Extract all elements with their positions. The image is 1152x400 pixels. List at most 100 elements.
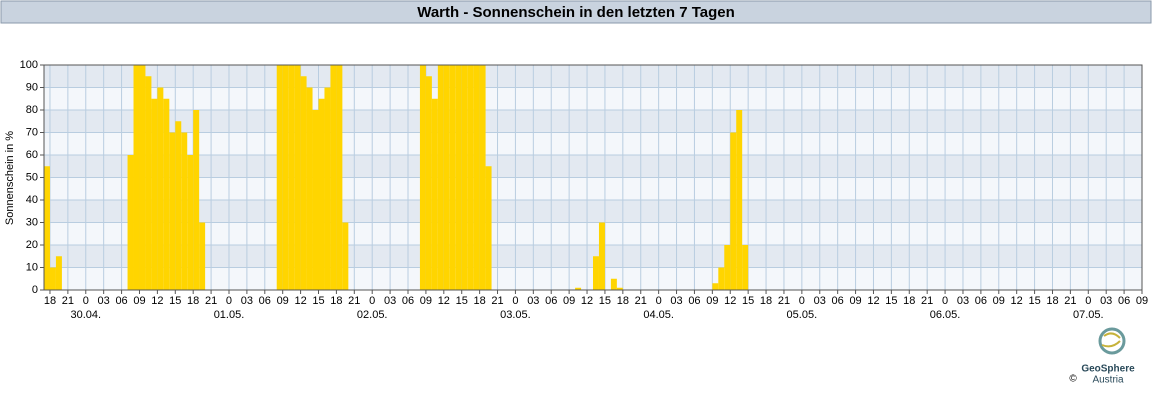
x-tick-label: 0 xyxy=(656,295,662,307)
x-tick-label: 12 xyxy=(294,295,306,307)
bar xyxy=(157,87,164,290)
bar xyxy=(288,65,295,290)
bar xyxy=(473,65,480,290)
x-tick-label: 15 xyxy=(1028,295,1040,307)
logo-name: GeoSphere xyxy=(1081,364,1135,375)
x-tick-label: 06 xyxy=(1118,295,1130,307)
bar xyxy=(306,87,313,290)
x-tick-label: 21 xyxy=(348,295,360,307)
bar xyxy=(712,283,719,290)
bar xyxy=(467,65,474,290)
x-tick-label: 06 xyxy=(259,295,271,307)
x-date-label: 02.05. xyxy=(357,309,388,321)
grid-band xyxy=(44,110,1142,133)
x-tick-label: 15 xyxy=(456,295,468,307)
x-tick-label: 03 xyxy=(957,295,969,307)
bar xyxy=(175,121,182,290)
bar xyxy=(598,222,605,290)
bar xyxy=(133,65,140,290)
bar xyxy=(169,132,176,290)
x-tick-label: 18 xyxy=(187,295,199,307)
x-tick-label: 12 xyxy=(1011,295,1023,307)
bar xyxy=(276,65,283,290)
x-tick-label: 03 xyxy=(1100,295,1112,307)
bar xyxy=(742,245,749,290)
x-tick-label: 09 xyxy=(420,295,432,307)
x-tick-label: 15 xyxy=(885,295,897,307)
x-tick-label: 21 xyxy=(491,295,503,307)
x-tick-label: 09 xyxy=(849,295,861,307)
x-tick-label: 0 xyxy=(1085,295,1091,307)
grid-band xyxy=(44,155,1142,178)
bar xyxy=(318,98,325,290)
x-tick-label: 09 xyxy=(1136,295,1148,307)
x-tick-label: 12 xyxy=(151,295,163,307)
bar xyxy=(294,65,301,290)
bar xyxy=(44,166,50,290)
grid-band xyxy=(44,65,1142,88)
x-tick-label: 09 xyxy=(277,295,289,307)
x-tick-label: 12 xyxy=(724,295,736,307)
x-tick-label: 18 xyxy=(1046,295,1058,307)
x-tick-label: 06 xyxy=(688,295,700,307)
bar xyxy=(437,65,444,290)
x-tick-label: 0 xyxy=(226,295,232,307)
x-tick-label: 12 xyxy=(438,295,450,307)
x-tick-label: 15 xyxy=(742,295,754,307)
x-tick-label: 09 xyxy=(706,295,718,307)
bar xyxy=(455,65,462,290)
bar xyxy=(49,267,56,290)
x-tick-label: 03 xyxy=(98,295,110,307)
x-tick-label: 12 xyxy=(867,295,879,307)
bar xyxy=(575,287,582,290)
bar xyxy=(312,110,319,290)
x-tick-label: 0 xyxy=(512,295,518,307)
x-date-label: 30.04. xyxy=(70,309,101,321)
x-tick-label: 18 xyxy=(903,295,915,307)
bar xyxy=(610,278,617,290)
x-tick-label: 15 xyxy=(312,295,324,307)
bar xyxy=(736,110,743,290)
x-tick-label: 06 xyxy=(975,295,987,307)
bar xyxy=(145,76,152,290)
bar xyxy=(342,222,349,290)
bar xyxy=(593,256,599,290)
bar xyxy=(724,245,731,290)
copyright: © xyxy=(1069,374,1077,385)
bar xyxy=(181,132,188,290)
x-tick-label: 03 xyxy=(814,295,826,307)
x-tick-label: 18 xyxy=(617,295,629,307)
bar xyxy=(151,98,158,290)
bar xyxy=(300,76,307,290)
logo-icon xyxy=(1098,327,1126,355)
y-tick-label: 90 xyxy=(26,81,38,93)
y-tick-label: 30 xyxy=(26,216,38,228)
x-tick-label: 21 xyxy=(635,295,647,307)
bar xyxy=(431,98,438,290)
x-tick-label: 03 xyxy=(527,295,539,307)
y-tick-label: 60 xyxy=(26,149,38,161)
bar xyxy=(425,76,432,290)
bar xyxy=(419,65,426,290)
title-bar xyxy=(0,0,1152,24)
bar xyxy=(449,65,456,290)
x-date-label: 03.05. xyxy=(500,309,531,321)
bar xyxy=(485,166,492,290)
x-tick-label: 09 xyxy=(993,295,1005,307)
y-tick-label: 10 xyxy=(26,261,38,273)
x-tick-label: 21 xyxy=(205,295,217,307)
x-tick-label: 06 xyxy=(115,295,127,307)
y-tick-label: 100 xyxy=(20,59,38,71)
chart-title: Warth - Sonnenschein in den letzten 7 Ta… xyxy=(417,4,735,21)
x-tick-label: 15 xyxy=(169,295,181,307)
y-tick-label: 70 xyxy=(26,126,38,138)
bar xyxy=(193,110,200,290)
x-tick-label: 21 xyxy=(62,295,74,307)
x-tick-label: 03 xyxy=(241,295,253,307)
bar xyxy=(336,65,343,290)
logo-icon-detail xyxy=(1101,332,1121,348)
bar xyxy=(479,65,486,290)
x-date-label: 06.05. xyxy=(930,309,961,321)
x-date-label: 01.05. xyxy=(214,309,245,321)
y-tick-label: 80 xyxy=(26,104,38,116)
